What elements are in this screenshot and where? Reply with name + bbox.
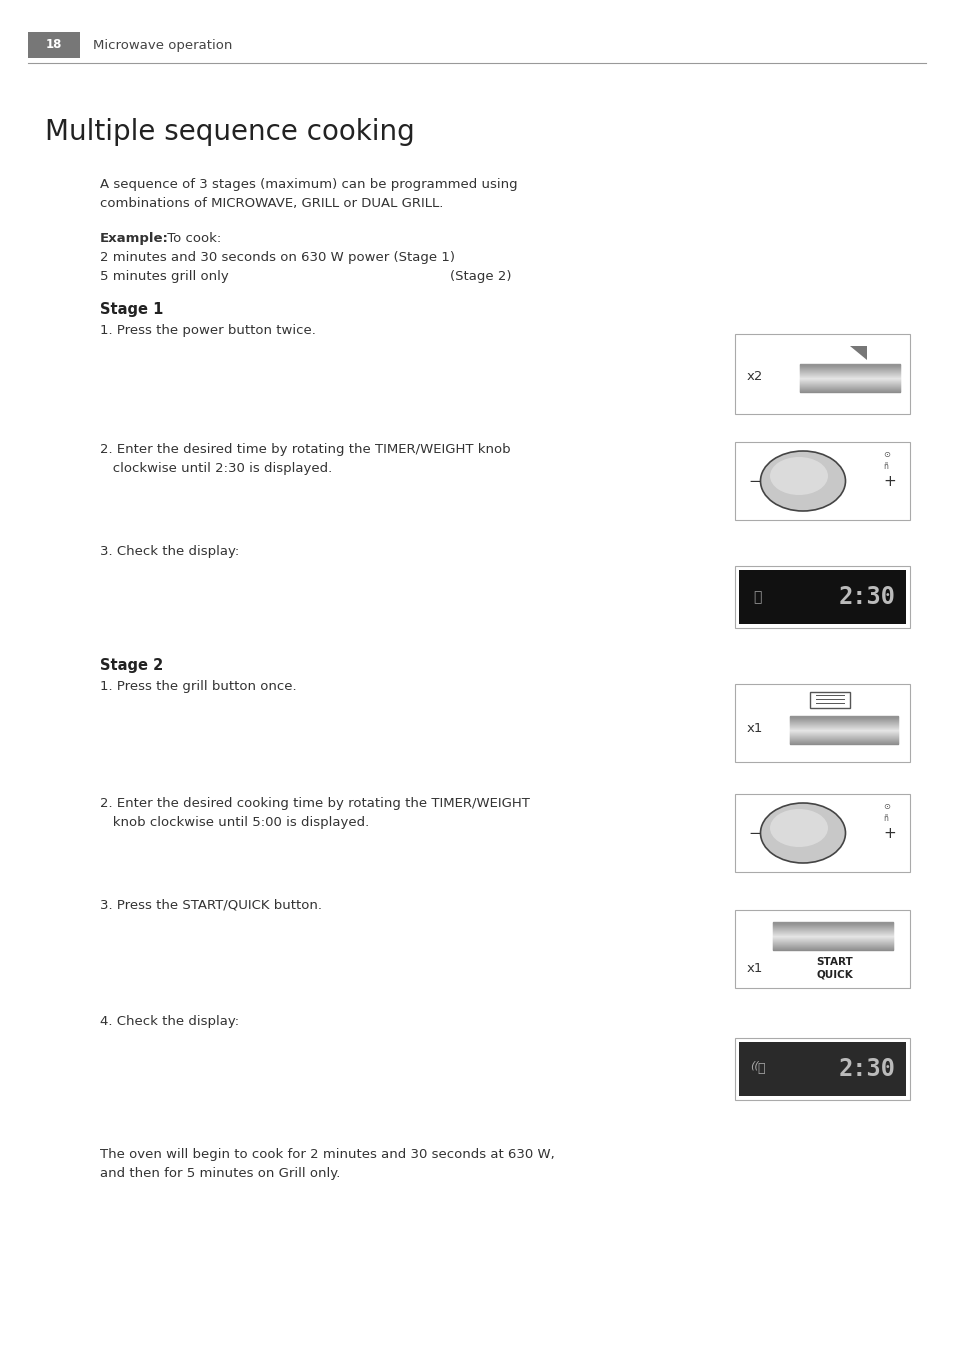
Text: A sequence of 3 stages (maximum) can be programmed using: A sequence of 3 stages (maximum) can be … — [100, 177, 517, 191]
Bar — [739, 570, 905, 624]
Bar — [734, 793, 909, 872]
Text: To cook:: To cook: — [163, 232, 221, 245]
Text: Microwave operation: Microwave operation — [92, 38, 233, 51]
Ellipse shape — [769, 808, 827, 848]
Text: 4. Check the display:: 4. Check the display: — [100, 1016, 239, 1028]
Text: START
QUICK: START QUICK — [816, 957, 853, 979]
Text: +: + — [882, 826, 895, 841]
Ellipse shape — [769, 458, 827, 496]
Text: The oven will begin to cook for 2 minutes and 30 seconds at 630 W,: The oven will begin to cook for 2 minute… — [100, 1148, 554, 1160]
Text: x2: x2 — [746, 370, 762, 382]
Text: and then for 5 minutes on Grill only.: and then for 5 minutes on Grill only. — [100, 1167, 340, 1179]
Text: 2. Enter the desired time by rotating the TIMER/WEIGHT knob: 2. Enter the desired time by rotating th… — [100, 443, 510, 456]
Text: 2:30: 2:30 — [838, 1057, 895, 1080]
Text: +: + — [882, 474, 895, 489]
Bar — [734, 334, 909, 414]
Text: x1: x1 — [746, 722, 762, 734]
Text: Example:: Example: — [100, 232, 169, 245]
Text: 3. Press the START/QUICK button.: 3. Press the START/QUICK button. — [100, 898, 322, 911]
Text: 3. Check the display:: 3. Check the display: — [100, 546, 239, 558]
Text: 1. Press the power button twice.: 1. Press the power button twice. — [100, 324, 315, 337]
Text: clockwise until 2:30 is displayed.: clockwise until 2:30 is displayed. — [100, 462, 332, 475]
Bar — [809, 692, 849, 708]
Text: 5 minutes grill only: 5 minutes grill only — [100, 269, 229, 283]
Text: 2:30: 2:30 — [838, 585, 895, 609]
Bar — [739, 1043, 905, 1095]
Text: 18: 18 — [46, 38, 62, 51]
Text: ⌣: ⌣ — [752, 590, 760, 604]
Bar — [734, 566, 909, 628]
Text: 2. Enter the desired cooking time by rotating the TIMER/WEIGHT: 2. Enter the desired cooking time by rot… — [100, 798, 529, 810]
Text: ((: (( — [749, 1060, 758, 1070]
Text: ⌣: ⌣ — [757, 1063, 764, 1075]
Ellipse shape — [760, 451, 844, 510]
Bar — [734, 441, 909, 520]
Text: 1. Press the grill button once.: 1. Press the grill button once. — [100, 680, 296, 693]
Text: Stage 2: Stage 2 — [100, 658, 163, 673]
Bar — [734, 684, 909, 762]
Text: Stage 1: Stage 1 — [100, 302, 163, 317]
Text: ñ: ñ — [882, 814, 887, 823]
Text: ⊙: ⊙ — [882, 450, 889, 459]
Text: x1: x1 — [746, 961, 762, 975]
Text: ñ: ñ — [882, 462, 887, 471]
Polygon shape — [849, 347, 866, 360]
Bar — [28, 32, 80, 58]
Text: combinations of MICROWAVE, GRILL or DUAL GRILL.: combinations of MICROWAVE, GRILL or DUAL… — [100, 196, 443, 210]
Text: ⊙: ⊙ — [882, 802, 889, 811]
Text: −: − — [747, 474, 760, 489]
Ellipse shape — [760, 803, 844, 862]
Bar — [734, 1039, 909, 1099]
Bar — [734, 910, 909, 988]
Text: (Stage 2): (Stage 2) — [450, 269, 511, 283]
Text: 2 minutes and 30 seconds on 630 W power (Stage 1): 2 minutes and 30 seconds on 630 W power … — [100, 250, 455, 264]
Text: Multiple sequence cooking: Multiple sequence cooking — [45, 118, 415, 146]
Text: knob clockwise until 5:00 is displayed.: knob clockwise until 5:00 is displayed. — [100, 816, 369, 829]
Text: −: − — [747, 826, 760, 841]
